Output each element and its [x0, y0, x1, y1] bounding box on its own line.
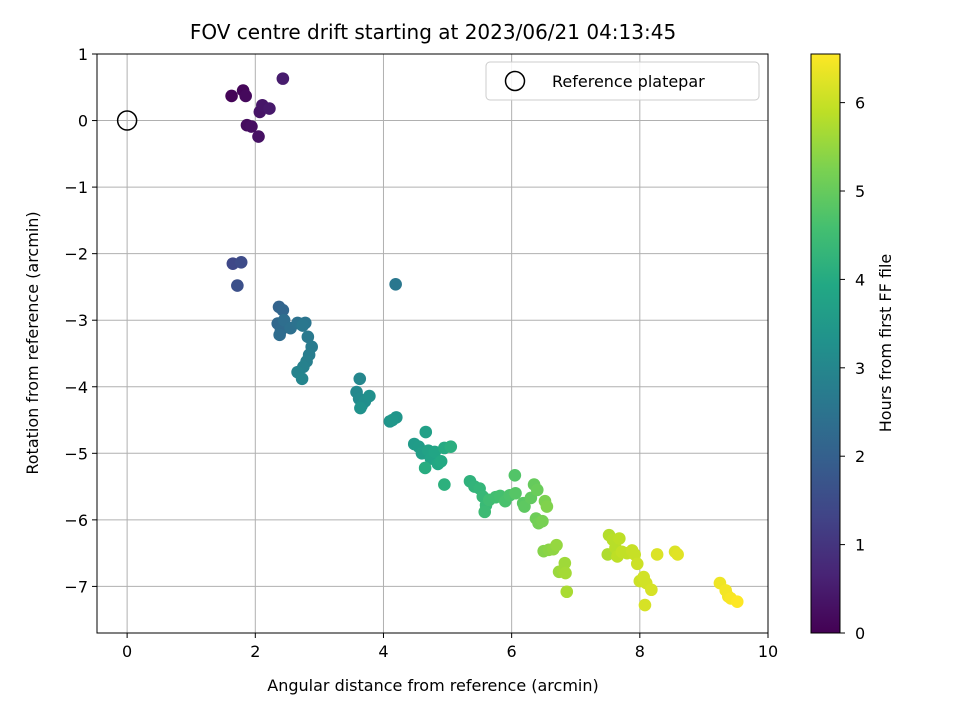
data-point	[252, 130, 265, 143]
data-point	[560, 585, 574, 599]
data-point	[638, 598, 652, 612]
data-point	[234, 256, 248, 269]
data-point	[363, 389, 376, 403]
data-point	[558, 556, 572, 570]
data-point	[444, 440, 458, 453]
colorbar-label: Hours from first FF file	[876, 254, 895, 433]
legend-open-circle-icon	[504, 70, 526, 92]
data-point	[231, 279, 244, 292]
y-axis-ticks: 1 0 −1 −2 −3 −4 −5 −6 −7	[64, 45, 97, 596]
data-point	[276, 303, 290, 317]
data-point	[276, 72, 290, 85]
grid-lines	[97, 53, 769, 633]
data-point	[518, 500, 531, 513]
data-point	[509, 486, 522, 500]
colorbar-tick-label: 4	[855, 270, 865, 289]
colorbar-tick-label: 0	[855, 624, 865, 643]
legend-box	[485, 61, 760, 101]
y-tick-label: −2	[64, 245, 88, 264]
data-point	[263, 102, 276, 115]
data-point	[478, 505, 492, 519]
chart-title: FOV centre drift starting at 2023/06/21 …	[190, 20, 676, 44]
data-point	[296, 319, 310, 332]
y-tick-label: −5	[64, 444, 88, 463]
data-point	[428, 445, 442, 459]
data-point	[301, 330, 315, 344]
data-point	[239, 89, 252, 103]
data-point	[530, 483, 544, 497]
colorbar-tick-label: 5	[855, 182, 865, 201]
data-point	[225, 89, 238, 103]
x-tick-label: 0	[122, 642, 132, 661]
x-tick-label: 2	[250, 642, 260, 661]
colorbar: 0 1 2 3 4 5 6 Hours from first FF file	[810, 53, 895, 643]
y-tick-label: −1	[64, 178, 88, 197]
y-axis-label: Rotation from reference (arcmin)	[23, 211, 42, 474]
colorbar-ticks: 0 1 2 3 4 5 6	[840, 94, 865, 643]
x-tick-label: 4	[378, 642, 388, 661]
data-point	[630, 557, 644, 571]
data-point	[353, 372, 367, 386]
data-point	[671, 548, 684, 561]
legend: Reference platepar	[485, 61, 760, 101]
data-point	[354, 401, 367, 415]
data-point	[438, 478, 451, 491]
data-points	[225, 72, 744, 612]
x-tick-label: 8	[635, 642, 645, 661]
reference-platepar-marker	[116, 110, 138, 131]
colorbar-tick-label: 3	[855, 359, 865, 378]
data-point	[419, 425, 433, 439]
data-point	[645, 583, 658, 597]
colorbar-tick-label: 6	[855, 94, 865, 113]
y-tick-label: −4	[64, 378, 88, 397]
colorbar-gradient	[810, 53, 841, 634]
data-point	[386, 413, 399, 427]
data-point	[434, 454, 448, 468]
plot-frame	[96, 53, 769, 634]
data-point	[730, 595, 744, 609]
data-point	[613, 532, 626, 545]
y-tick-label: 0	[78, 112, 88, 131]
y-tick-label: −7	[64, 577, 88, 596]
data-point	[245, 120, 258, 133]
data-point	[389, 277, 402, 291]
data-point	[540, 500, 554, 513]
data-point	[295, 372, 309, 386]
legend-label: Reference platepar	[552, 72, 705, 91]
data-point	[650, 548, 664, 561]
colorbar-tick-label: 1	[855, 536, 865, 555]
x-tick-label: 10	[758, 642, 778, 661]
data-point	[559, 566, 572, 580]
data-point	[418, 461, 432, 475]
data-point	[550, 538, 563, 552]
data-point	[508, 468, 522, 482]
x-axis-label: Angular distance from reference (arcmin)	[267, 676, 598, 695]
y-tick-label: 1	[78, 45, 88, 64]
x-axis-ticks: 0 2 4 6 8 10	[122, 633, 778, 661]
x-tick-label: 6	[507, 642, 517, 661]
colorbar-tick-label: 2	[855, 447, 865, 466]
y-tick-label: −6	[64, 511, 88, 530]
data-point	[273, 328, 286, 342]
y-tick-label: −3	[64, 311, 88, 330]
data-point	[536, 514, 549, 528]
